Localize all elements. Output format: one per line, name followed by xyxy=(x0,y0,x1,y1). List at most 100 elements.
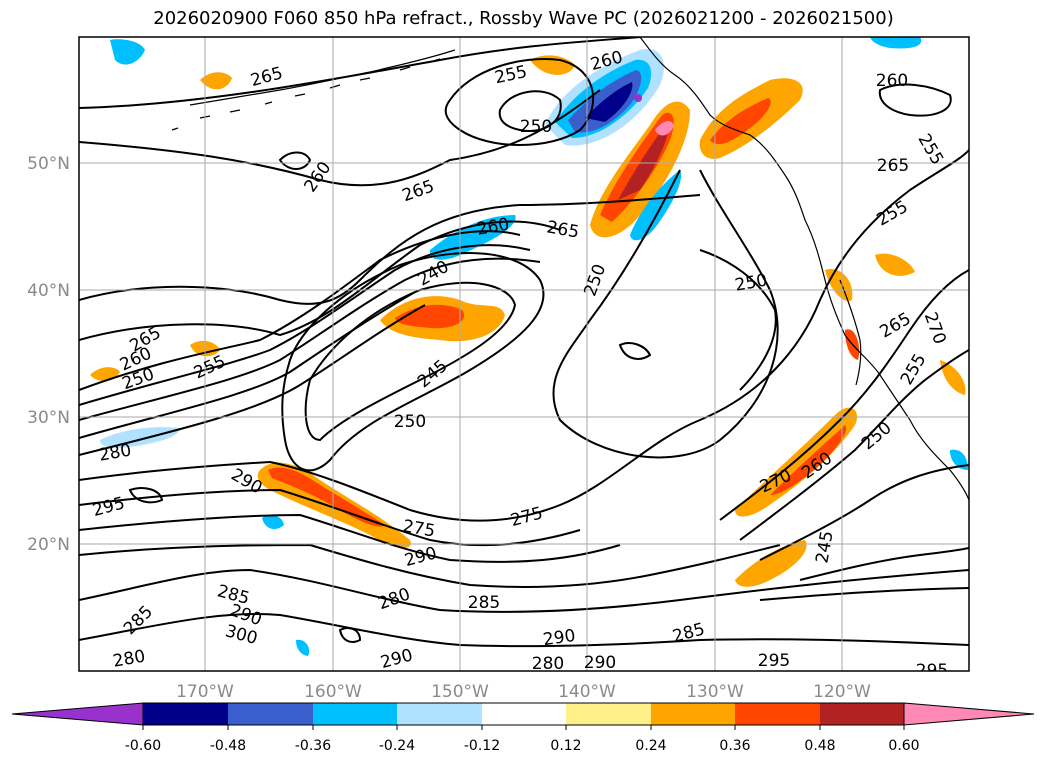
lon-label: 170°W xyxy=(176,682,234,702)
colorbar-tick-label: 0.48 xyxy=(804,738,835,754)
contour-label: 250 xyxy=(394,412,426,432)
contour-label: 295 xyxy=(916,661,948,681)
lat-label: 20°N xyxy=(27,535,70,555)
contour-line xyxy=(79,89,601,187)
colorbar-tick-label: 0.36 xyxy=(719,738,750,754)
colorbar-segment xyxy=(651,703,735,725)
colorbar-tick-label: 0.12 xyxy=(550,738,581,754)
contour-line xyxy=(304,281,517,442)
contour-label: 280 xyxy=(111,646,146,671)
colorbar-tick-label: -0.12 xyxy=(464,738,500,754)
shade-positive xyxy=(200,72,232,90)
coastline xyxy=(839,279,862,386)
anomaly-shading xyxy=(90,37,968,656)
coastline xyxy=(189,49,456,106)
colorbar-tick-label: -0.48 xyxy=(210,738,246,754)
shade-negative xyxy=(110,39,145,65)
contour-line xyxy=(739,349,969,541)
colorbar-tick-label: 0.60 xyxy=(888,738,919,754)
contour-line xyxy=(79,543,781,588)
shade-negative xyxy=(262,514,284,530)
contour-line xyxy=(79,194,701,305)
colorbar-segment xyxy=(397,703,482,725)
shade-positive xyxy=(268,467,385,527)
shade-negative xyxy=(870,37,922,49)
colorbar-tick-label: -0.36 xyxy=(295,738,331,754)
colorbar-segment xyxy=(143,703,228,725)
contour-label: 265 xyxy=(877,156,909,176)
shade-positive xyxy=(940,360,966,395)
contour-line xyxy=(79,304,426,456)
contour-line xyxy=(338,627,362,643)
contour-line xyxy=(79,230,521,391)
colorbar-extend-low xyxy=(11,702,144,726)
shade-positive xyxy=(735,540,807,587)
contour-line xyxy=(79,244,531,406)
contour-line xyxy=(79,488,581,547)
lat-label: 50°N xyxy=(27,154,70,174)
contour-label: 260 xyxy=(876,71,908,91)
contour-label: 285 xyxy=(468,593,500,613)
contour-line xyxy=(79,513,621,563)
colorbar-segment xyxy=(482,703,566,725)
colorbar-segment xyxy=(820,703,904,725)
contour-line xyxy=(79,257,541,421)
contour-line xyxy=(79,37,641,109)
colorbar-tick-label: -0.60 xyxy=(125,738,161,754)
shade-positive xyxy=(710,98,771,145)
contour-label: 250 xyxy=(520,117,552,137)
contour-line xyxy=(759,464,969,561)
contour-label: 280 xyxy=(532,654,564,674)
contour-line xyxy=(128,487,164,504)
coastlines xyxy=(171,37,969,501)
colorbar: -0.60 -0.48 -0.36 -0.24 -0.12 0.12 0.24 … xyxy=(11,702,1035,754)
lat-label: 40°N xyxy=(27,281,70,301)
colorbar-segment xyxy=(566,703,651,725)
contour-line xyxy=(79,220,561,341)
shade-negative xyxy=(634,94,642,102)
shade-positive xyxy=(395,304,465,329)
contour-label: 295 xyxy=(758,651,790,671)
shade-negative xyxy=(296,639,310,656)
contour-line xyxy=(281,252,545,472)
contour-line xyxy=(799,547,969,581)
contour-line xyxy=(79,568,969,613)
lon-label: 150°W xyxy=(431,682,489,702)
contour-line xyxy=(878,83,952,117)
lon-label: 130°W xyxy=(686,682,744,702)
coastline xyxy=(639,37,969,501)
contour-line xyxy=(552,169,779,459)
contour-line xyxy=(498,90,562,132)
lat-label: 30°N xyxy=(27,408,70,428)
contour-label: 290 xyxy=(542,626,577,650)
shade-negative xyxy=(100,427,180,448)
colorbar-segment xyxy=(735,703,820,725)
shade-positive xyxy=(770,425,847,495)
shade-positive xyxy=(735,407,858,517)
plot-title: 2026020900 F060 850 hPa refract., Rossby… xyxy=(153,8,894,29)
lon-label: 160°W xyxy=(304,682,362,702)
graticule xyxy=(79,37,969,671)
contour-lines xyxy=(79,37,969,648)
colorbar-segment xyxy=(313,703,397,725)
colorbar-segment xyxy=(228,703,313,725)
shade-negative xyxy=(585,82,633,122)
shade-positive xyxy=(618,122,669,200)
colorbar-tick-label: 0.24 xyxy=(635,738,666,754)
colorbar-extend-high xyxy=(903,702,1035,726)
contour-label: 290 xyxy=(584,653,616,673)
longitude-labels: 170°W 160°W 150°W 140°W 130°W 120°W xyxy=(176,682,871,702)
map-frame xyxy=(78,36,970,672)
contour-line xyxy=(444,58,594,146)
contour-line xyxy=(719,269,969,521)
contour-line xyxy=(759,587,969,601)
lon-label: 120°W xyxy=(813,682,871,702)
contour-line xyxy=(79,149,969,522)
contour-line xyxy=(699,249,777,391)
shade-positive xyxy=(875,253,915,276)
contour-line xyxy=(278,151,312,170)
lon-label: 140°W xyxy=(558,682,616,702)
contour-line xyxy=(618,342,652,360)
contour-line xyxy=(79,613,969,648)
shade-positive xyxy=(655,121,674,136)
